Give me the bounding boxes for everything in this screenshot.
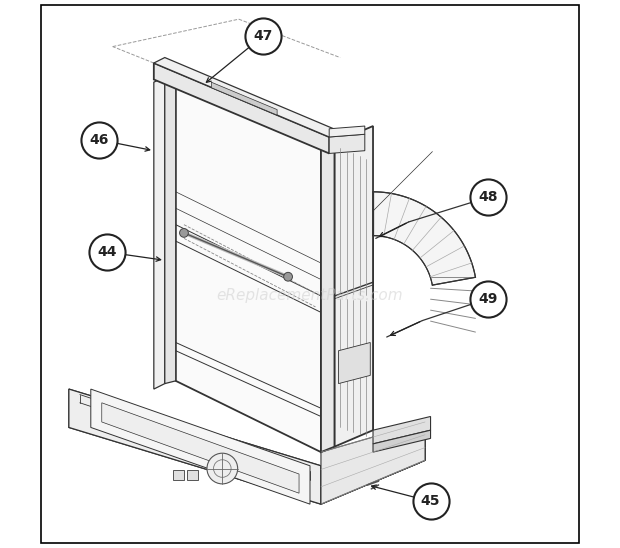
Bar — [173, 470, 184, 480]
Point — [483, 193, 493, 202]
Circle shape — [207, 453, 237, 484]
Polygon shape — [321, 422, 425, 504]
Text: eReplacementParts.com: eReplacementParts.com — [216, 288, 404, 304]
Polygon shape — [335, 126, 373, 447]
Polygon shape — [373, 192, 476, 285]
Text: 49: 49 — [479, 292, 498, 306]
Text: 45: 45 — [421, 494, 440, 509]
Point — [259, 31, 268, 40]
Polygon shape — [175, 74, 321, 452]
Polygon shape — [154, 58, 340, 137]
Text: 48: 48 — [479, 190, 498, 204]
Circle shape — [180, 229, 188, 237]
Polygon shape — [211, 82, 277, 115]
Point — [102, 248, 112, 256]
Point — [94, 135, 104, 144]
Text: 47: 47 — [254, 28, 273, 43]
Polygon shape — [69, 389, 321, 504]
Polygon shape — [154, 77, 165, 389]
Circle shape — [284, 272, 293, 281]
Polygon shape — [373, 430, 430, 452]
Polygon shape — [329, 134, 365, 153]
Polygon shape — [321, 142, 335, 452]
Point — [483, 294, 493, 303]
Text: 44: 44 — [97, 245, 117, 259]
Polygon shape — [373, 416, 430, 444]
Polygon shape — [102, 403, 299, 493]
Polygon shape — [154, 63, 329, 153]
Polygon shape — [321, 422, 425, 504]
Polygon shape — [69, 389, 425, 504]
Polygon shape — [91, 389, 310, 504]
Polygon shape — [339, 342, 370, 384]
Text: 46: 46 — [89, 133, 108, 147]
Point — [425, 497, 435, 506]
Bar — [187, 470, 198, 480]
Polygon shape — [329, 126, 365, 137]
Polygon shape — [165, 74, 175, 384]
